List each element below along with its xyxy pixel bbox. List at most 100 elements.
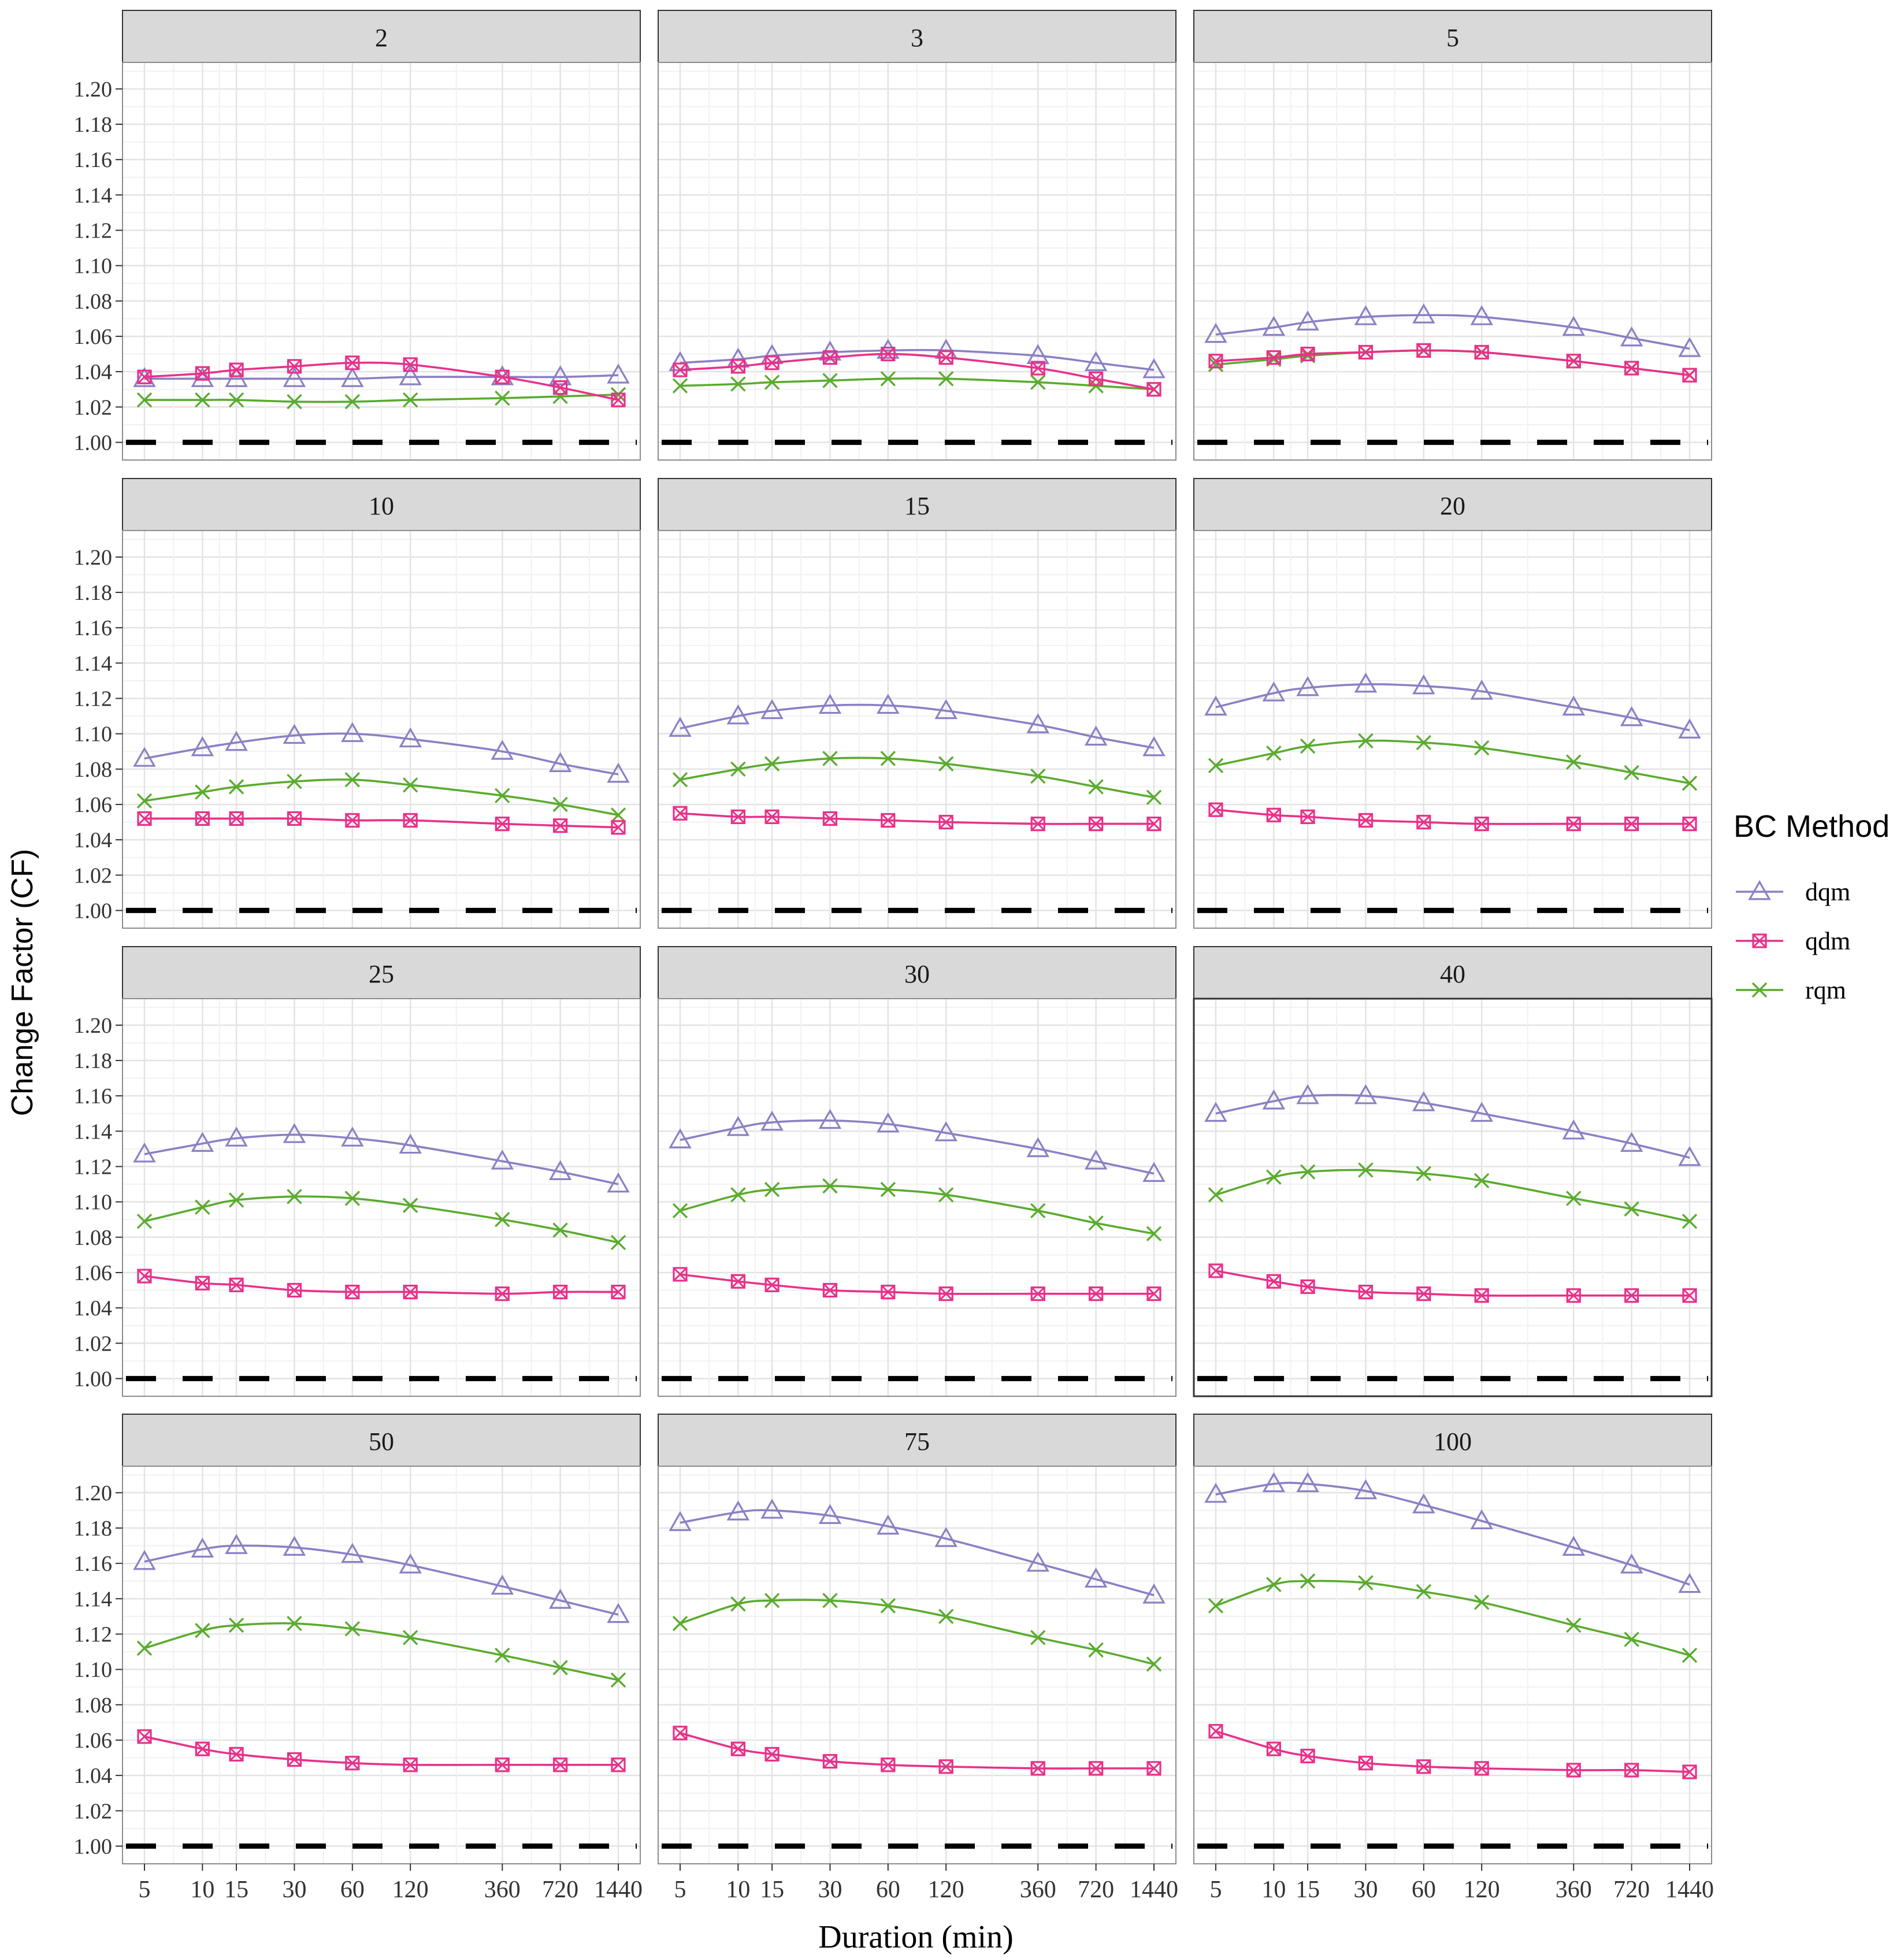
dqm-point [1562, 1119, 1586, 1140]
rqm-point [1088, 1642, 1104, 1658]
dqm-point [491, 739, 514, 760]
y-tick-label: 1.04 [74, 1296, 113, 1321]
x-tick-label: 360 [1556, 1877, 1592, 1903]
qdm-point [673, 806, 688, 821]
y-tick-label: 1.00 [74, 1367, 113, 1391]
qdm-point [229, 362, 244, 377]
rqm-point [1416, 1584, 1432, 1600]
rqm-point [730, 761, 746, 777]
dqm-point [818, 1504, 842, 1524]
rqm-point [1358, 733, 1374, 749]
qdm-line [1215, 809, 1690, 825]
rqm-point [1030, 768, 1046, 784]
qdm-point [1266, 350, 1281, 365]
dqm-point [399, 1553, 422, 1574]
rqm-point [822, 1178, 838, 1194]
rqm-point [730, 1187, 746, 1203]
qdm-point [553, 380, 568, 395]
panel-border [122, 1466, 641, 1864]
x-tick-label: 720 [542, 1877, 578, 1903]
facet-panel-20: 20 [1193, 478, 1712, 929]
qdm-point [881, 346, 896, 362]
dqm-point [877, 1514, 900, 1535]
dqm-point [491, 1574, 514, 1595]
rqm-line [1215, 1169, 1690, 1223]
x-tick-label: 30 [1353, 1877, 1378, 1903]
facet-title: 10 [369, 492, 394, 520]
rqm-point [1566, 754, 1582, 770]
rqm-point [402, 777, 418, 793]
x-tick-label: 60 [1412, 1877, 1436, 1903]
facet-title: 3 [911, 24, 923, 52]
rqm-point [287, 1615, 302, 1631]
gridlines [123, 62, 640, 460]
qdm-point [553, 1757, 568, 1772]
y-tick-label: 1.06 [74, 1261, 113, 1285]
dqm-point [818, 694, 842, 714]
y-tick-label: 1.18 [74, 1516, 113, 1541]
qdm-point [495, 1286, 510, 1301]
facet-strip [122, 1414, 641, 1467]
facet-title: 75 [904, 1427, 930, 1456]
dqm-point [726, 1115, 750, 1136]
x-tick-label: 120 [928, 1877, 964, 1903]
rqm-point [938, 1187, 954, 1203]
dqm-point [1296, 310, 1319, 331]
qdm-point [1146, 816, 1161, 832]
dqm-point [934, 699, 957, 720]
qdm-point [1566, 1288, 1581, 1303]
rqm-point [1030, 1203, 1046, 1219]
dqm-line [680, 1509, 1155, 1596]
legend-title: BC Method [1734, 809, 1890, 844]
series-rqm [672, 751, 1162, 805]
qdm-point [1358, 344, 1374, 360]
dqm-point [133, 1549, 156, 1570]
gridlines [658, 1466, 1176, 1864]
panel-border [122, 530, 641, 929]
dqm-point [1470, 1509, 1493, 1530]
rqm-point [1208, 758, 1224, 773]
dqm-point [1084, 1567, 1108, 1588]
rqm-point [1266, 1169, 1282, 1185]
x-tick-label: 360 [1020, 1877, 1056, 1903]
rqm-point [1416, 735, 1432, 751]
qdm-point [229, 1277, 244, 1292]
dqm-point [548, 1589, 572, 1609]
rqm-point [1682, 1647, 1698, 1663]
dqm-point [1562, 695, 1586, 716]
y-tick-label: 1.14 [74, 1119, 113, 1144]
dqm-point [1142, 1162, 1166, 1182]
legend-item-qdm: qdm [1736, 927, 1850, 955]
rqm-point [287, 774, 302, 789]
rqm-point [287, 394, 302, 410]
dqm-point [1204, 1102, 1227, 1122]
y-tick-label: 1.06 [74, 793, 113, 817]
qdm-line [680, 353, 1155, 391]
qdm-point [764, 1277, 780, 1292]
rqm-line [144, 1195, 619, 1244]
x-tick-label: 30 [818, 1877, 842, 1903]
series-rqm [672, 1178, 1162, 1241]
qdm-point [1416, 814, 1431, 830]
y-tick-label: 1.08 [74, 290, 113, 314]
qdm-point [1300, 1748, 1315, 1764]
qdm-point [1682, 1764, 1697, 1779]
qdm-point [1358, 813, 1374, 828]
panel-border [658, 1466, 1176, 1864]
qdm-point [1624, 816, 1639, 832]
rqm-point [1474, 1594, 1490, 1610]
legend-label: rqm [1805, 976, 1846, 1004]
dqm-point [225, 1534, 248, 1554]
qdm-point [495, 816, 510, 832]
panel-border [1193, 1466, 1712, 1864]
rqm-point [822, 751, 838, 766]
rqm-point [672, 1615, 688, 1631]
facet-strip [658, 10, 1176, 63]
panel-border [1193, 530, 1712, 929]
facet-panel-50: 50 1.00 1.02 1.04 1.06 1.08 1.10 1.12 1.14 1.16 1.… [74, 1414, 643, 1903]
y-tick-label: 1.02 [74, 1799, 113, 1823]
y-tick-label: 1.04 [74, 360, 113, 384]
rqm-point [1624, 765, 1639, 781]
dqm-point [1470, 1102, 1493, 1122]
rqm-point [228, 1192, 244, 1208]
